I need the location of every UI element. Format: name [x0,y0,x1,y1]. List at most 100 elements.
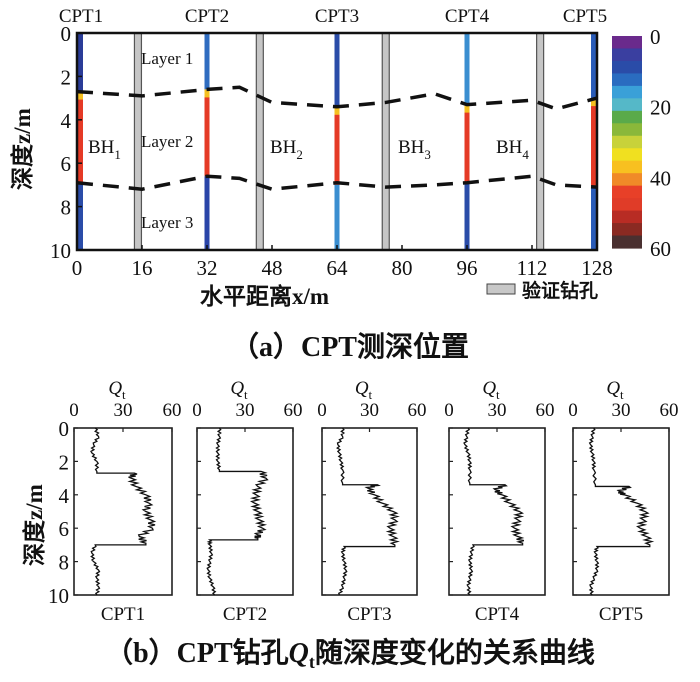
x-tick-label: 60 [536,400,555,421]
x-axis-label-main: Q [230,378,244,399]
x-tick-label: 60 [660,400,679,421]
x-tick-label: 60 [284,400,303,421]
x-tick-label: 0 [568,400,578,421]
cpt-labels: CPT1 CPT2 CPT3 CPT4 CPT5 [59,6,607,27]
qt-subplot-cpt5: 0 30 60 Qt CPT5 [568,378,678,625]
subplot-name: CPT4 [475,604,520,625]
strip-transition [78,91,83,100]
x-tick-label: 80 [392,256,413,280]
colorbar-segment [612,185,642,199]
cpt-strip-cpt1 [78,33,83,250]
caption-sub: t [309,652,315,672]
x-tick-label: 0 [317,400,327,421]
y-axis-label: 深度z/m [9,108,35,190]
x-axis-label-sub: t [244,387,248,402]
colorbar-tick-label: 40 [650,166,671,190]
strip-layer3 [78,182,83,250]
cpt-label: CPT2 [185,6,229,27]
strip-transition [464,104,470,113]
colorbar-segment [612,235,642,249]
x-tick-label: 60 [408,400,427,421]
colorbar-segment [612,123,642,137]
qt-subplots: 0 30 60 0 2 4 6 8 10 Qt CPT1 0 30 60 Qt CPT2 0 30 60 Qt CPT3… [48,378,679,625]
colorbar-segment [612,173,642,187]
strip-layer1 [334,33,340,107]
x-axis-label-main: Q [606,378,620,399]
cpt-strip-cpt3 [334,33,340,250]
y-axis-ticks: 0 2 4 6 8 10 [50,22,82,263]
borehole-label-main: BH [496,137,523,158]
x-axis-label: 水平距离x/m [200,283,329,309]
y-tick-label: 10 [50,239,71,263]
qt-subplot-cpt1: 0 30 60 0 2 4 6 8 10 Qt CPT1 [48,378,182,625]
qt-series-line [206,427,269,596]
colorbar-segment [612,148,642,162]
cpt-strip-cpt2 [204,33,210,250]
x-axis-label-main: Q [355,378,369,399]
x-axis-label: Qt [230,378,248,402]
caption-suffix: 随深度变化的关系曲线 [315,636,595,669]
x-tick-label: 30 [612,400,631,421]
colorbar-tick-label: 20 [650,96,671,120]
strip-layer1 [464,33,470,105]
layer-label: Layer 3 [141,213,193,232]
colorbar-segment [612,210,642,224]
qt-subplot-cpt2: 0 30 60 Qt CPT2 [192,378,302,625]
x-axis-label: Qt [482,378,500,402]
colorbar-segment [612,60,642,75]
legend-label: 验证钻孔 [522,279,598,302]
boundary-lower [76,174,598,192]
borehole-label: BH3 [398,137,431,162]
colorbar-segment [612,73,642,87]
subplot-name: CPT1 [101,604,145,625]
strip-layer3 [204,176,210,250]
x-tick-label: 0 [69,400,79,421]
panel-b-qt-profiles: 0 30 60 0 2 4 6 8 10 Qt CPT1 0 30 60 Qt CPT2 0 30 60 Qt CPT3… [21,378,679,672]
borehole-label-main: BH [88,137,115,158]
y-tick-label: 8 [61,196,72,220]
x-tick-label: 0 [192,400,202,421]
layer-labels: Layer 1 Layer 2 Layer 3 [141,49,193,232]
colorbar-tick-label: 60 [650,237,671,261]
layer-boundaries [76,85,598,192]
colorbar-segment [612,85,642,99]
colorbar-segment [612,160,642,174]
borehole-label-sub: 4 [522,147,529,162]
colorbar-segment [612,135,642,149]
strip-layer2 [464,104,470,183]
x-tick-label: 32 [197,256,218,280]
subplot-frame [321,427,418,596]
strip-layer3 [464,182,470,250]
strip-transition [204,89,210,98]
y-tick-label: 6 [59,517,70,541]
colorbar-segment [612,36,642,50]
x-tick-label: 30 [236,400,255,421]
strip-layer1 [78,33,83,92]
caption-q: Q [289,638,309,669]
qt-series-line [463,427,525,596]
cpt-label: CPT3 [315,6,359,27]
borehole-label: BH4 [496,137,529,162]
boundary-upper [76,85,598,111]
qt-series-line [588,427,655,596]
x-tick-label: 30 [488,400,507,421]
x-tick-label: 64 [327,256,349,280]
qt-subplot-cpt3: 0 30 60 Qt CPT3 [317,378,426,625]
y-axis-label: 深度z/m [21,484,47,566]
strip-layer2 [334,106,340,185]
subplot-name: CPT5 [599,604,643,625]
cpt-color-strips [78,33,596,250]
x-tick-label: 96 [457,256,478,280]
y-tick-label: 8 [59,551,70,575]
colorbar-segment [612,198,642,212]
layer-label: Layer 2 [141,132,193,151]
strip-transition [334,106,340,115]
x-tick-label: 0 [72,256,83,280]
borehole-label-sub: 1 [114,147,121,162]
legend: 验证钻孔 [486,279,598,302]
verification-borehole [255,32,264,251]
colorbar-tick-label: 0 [650,25,661,49]
panel-b-caption: （b）CPT钻孔Qt随深度变化的关系曲线 [105,636,595,672]
